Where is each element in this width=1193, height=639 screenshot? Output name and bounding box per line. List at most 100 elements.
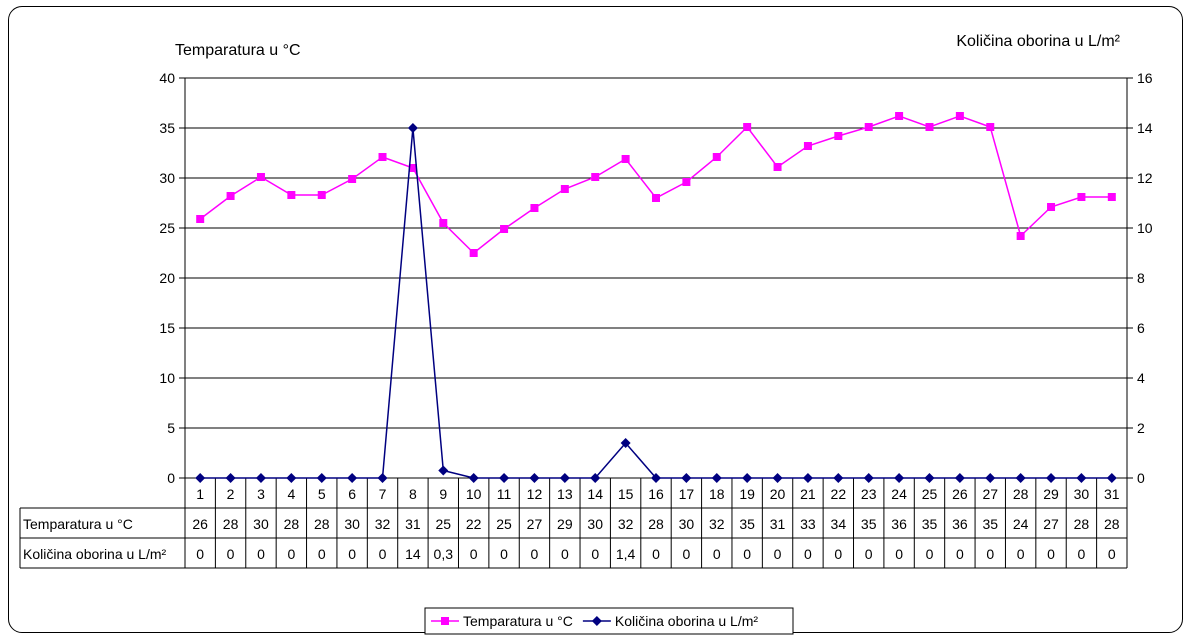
data-point (469, 249, 478, 257)
y-right-tick-label: 8 (1137, 270, 1145, 286)
table-cell: 0 (743, 546, 751, 562)
data-point (620, 438, 631, 448)
legend-box (424, 607, 794, 635)
x-tick-label: 7 (379, 486, 387, 502)
data-point (499, 473, 510, 483)
table-cell: 36 (891, 516, 907, 532)
x-tick-label: 31 (1104, 486, 1120, 502)
x-tick-label: 6 (348, 486, 356, 502)
table-cell: 28 (1104, 516, 1120, 532)
x-tick-label: 24 (891, 486, 907, 502)
data-point (286, 473, 297, 483)
data-point (1047, 203, 1056, 211)
data-point (803, 142, 812, 150)
table-cell: 0 (1047, 546, 1055, 562)
data-point (955, 112, 964, 120)
data-point (377, 473, 388, 483)
data-point (833, 473, 844, 483)
table-cell: 30 (587, 516, 603, 532)
y-right-tick-label: 0 (1137, 470, 1145, 486)
x-tick-label: 17 (679, 486, 695, 502)
data-point (408, 164, 417, 172)
data-point (347, 473, 358, 483)
x-tick-label: 25 (922, 486, 938, 502)
data-point (559, 473, 570, 483)
table-cell: 30 (679, 516, 695, 532)
y-left-tick-label: 20 (159, 270, 175, 286)
y-right-tick-label: 10 (1137, 220, 1153, 236)
table-cell: 0 (1017, 546, 1025, 562)
data-point (743, 123, 752, 131)
table-cell: 0 (470, 546, 478, 562)
data-point (863, 473, 874, 483)
table-cell: 0 (257, 546, 265, 562)
y-left-tick-label: 5 (167, 420, 175, 436)
x-tick-label: 4 (287, 486, 295, 502)
table-cell: 32 (618, 516, 634, 532)
table-cell: 14 (405, 546, 421, 562)
x-tick-label: 26 (952, 486, 968, 502)
data-point (1077, 193, 1086, 201)
y-right-tick-label: 6 (1137, 320, 1145, 336)
y-right-tick-label: 12 (1137, 170, 1153, 186)
data-point (651, 473, 661, 483)
table-cell: 33 (800, 516, 816, 532)
table-cell: 25 (436, 516, 452, 532)
data-point (954, 473, 965, 483)
table-cell: 0 (287, 546, 295, 562)
table-cell: 0 (379, 546, 387, 562)
data-point (317, 191, 326, 199)
data-point (712, 153, 721, 161)
x-tick-label: 30 (1074, 486, 1090, 502)
x-tick-label: 28 (1013, 486, 1029, 502)
x-tick-label: 14 (587, 486, 603, 502)
data-point (621, 155, 630, 163)
x-tick-label: 29 (1043, 486, 1059, 502)
table-cell: 30 (253, 516, 269, 532)
data-point (985, 473, 996, 483)
data-point (529, 473, 540, 483)
data-point (316, 473, 327, 483)
table-cell: 22 (466, 516, 482, 532)
table-cell: 0 (956, 546, 964, 562)
table-cell: 0 (348, 546, 356, 562)
legend-label: Količina oborina u L/m² (615, 613, 759, 629)
x-tick-label: 8 (409, 486, 417, 502)
data-point (256, 173, 265, 181)
legend-marker (441, 617, 449, 625)
x-tick-label: 18 (709, 486, 725, 502)
table-cell: 35 (739, 516, 755, 532)
x-tick-label: 20 (770, 486, 786, 502)
table-cell: 29 (557, 516, 573, 532)
table-cell: 31 (770, 516, 786, 532)
x-tick-label: 19 (739, 486, 755, 502)
table-cell: 31 (405, 516, 421, 532)
table-row-header: Količina oborina u L/m² (23, 546, 167, 562)
y-left-tick-label: 40 (159, 70, 175, 86)
x-tick-label: 23 (861, 486, 877, 502)
y-axis-left-title: Temparatura u °C (175, 42, 301, 59)
data-point (439, 219, 448, 227)
data-point (772, 473, 783, 483)
y-axis-left-ticks: 0 5 10 15 20 25 30 35 40 (159, 70, 185, 486)
series-line (200, 127, 1112, 479)
gridlines (185, 77, 1127, 479)
y-axis-right-ticks: 0 2 4 6 8 10 12 14 16 (1127, 70, 1153, 486)
table-cell: 0,3 (434, 546, 454, 562)
table-cell: 0 (713, 546, 721, 562)
data-point (255, 473, 266, 483)
data-point (468, 473, 479, 483)
y-left-tick-label: 10 (159, 370, 175, 386)
data-point (226, 192, 235, 200)
data-point (1076, 473, 1087, 483)
data-point (773, 163, 782, 171)
data-point (287, 191, 296, 199)
table-cell: 25 (496, 516, 512, 532)
table-cell: 0 (652, 546, 660, 562)
data-point (652, 194, 660, 202)
table-cell: 0 (561, 546, 569, 562)
data-point (1107, 193, 1116, 201)
x-tick-label: 1 (196, 486, 204, 502)
table-cell: 28 (284, 516, 300, 532)
